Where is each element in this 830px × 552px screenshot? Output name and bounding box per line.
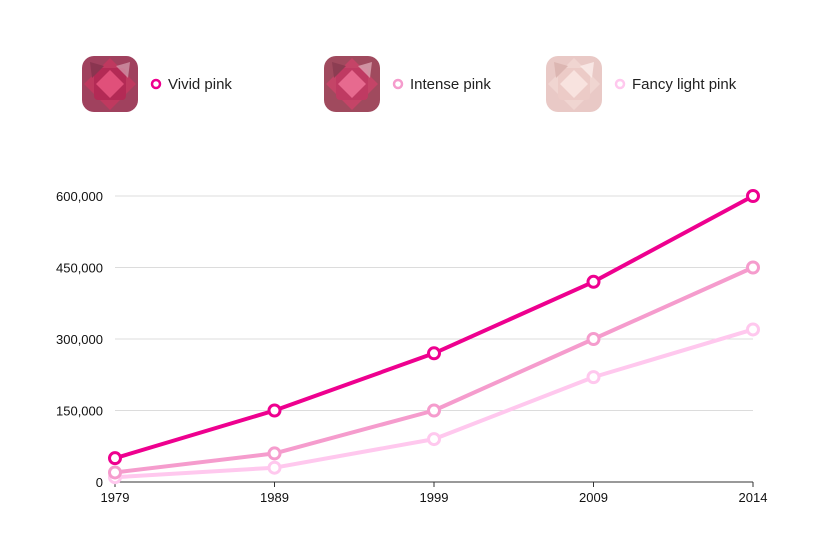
data-point-fancy-light-pink (427, 432, 441, 447)
y-tick-label: 450,000 (56, 261, 103, 276)
data-point-fancy-light-pink (586, 370, 601, 385)
data-point-intense-pink (586, 332, 601, 346)
legend-item-intense-pink: Intense pink (320, 52, 491, 116)
legend-label-vivid-pink: Vivid pink (168, 75, 232, 93)
legend-label-fancy-light-pink: Fancy light pink (632, 75, 737, 93)
chart-legend: Vivid pink Intense pink Fancy light pink (0, 0, 830, 130)
data-point-intense-pink (746, 260, 760, 275)
x-tick-label: 2009 (579, 490, 608, 505)
legend-marker-vivid-pink (150, 78, 162, 90)
data-point-vivid-pink (586, 274, 601, 289)
legend-marker-intense-pink (392, 78, 404, 90)
y-tick-label: 0 (96, 475, 103, 490)
intense-pink-diamond-icon (324, 56, 380, 112)
y-tick-label: 300,000 (56, 332, 103, 347)
series-line-vivid-pink (113, 194, 755, 461)
x-tick-label: 1989 (260, 490, 289, 505)
x-tick-label: 2014 (739, 490, 768, 505)
data-point-vivid-pink (108, 451, 122, 466)
data-point-fancy-light-pink (746, 322, 760, 337)
legend-label-intense-pink: Intense pink (410, 75, 491, 93)
data-point-vivid-pink (746, 189, 760, 203)
data-point-fancy-light-pink (267, 460, 282, 475)
data-point-intense-pink (108, 465, 122, 480)
legend-item-fancy-light-pink: Fancy light pink (542, 52, 736, 116)
data-point-intense-pink (427, 403, 441, 418)
data-point-intense-pink (267, 446, 282, 461)
fancy-light-pink-diamond-icon (546, 56, 602, 112)
x-tick-label: 1979 (101, 490, 130, 505)
data-point-vivid-pink (267, 403, 282, 418)
data-point-vivid-pink (427, 346, 441, 361)
vivid-pink-diamond-icon (82, 56, 138, 112)
y-tick-label: 600,000 (56, 189, 103, 204)
x-tick-label: 1999 (420, 490, 449, 505)
legend-marker-fancy-light-pink (614, 78, 626, 90)
legend-item-vivid-pink: Vivid pink (78, 52, 232, 116)
y-tick-label: 150,000 (56, 404, 103, 419)
